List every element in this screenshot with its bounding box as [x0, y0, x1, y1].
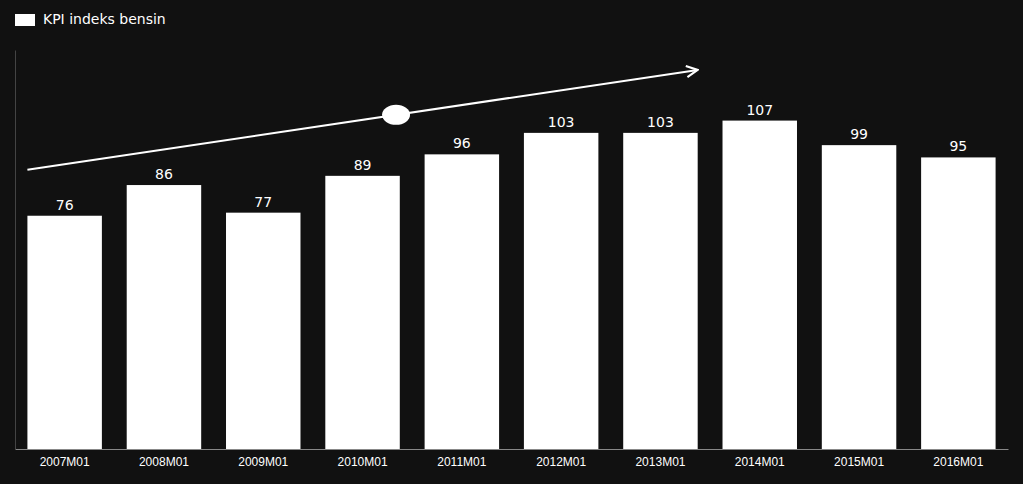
x-tick: 2008M01 — [139, 449, 189, 469]
chart: 2007M01 2008M01 2009M01 2010M01 2011M01 2012M… — [0, 0, 1023, 484]
bar — [127, 185, 201, 449]
data-label: 76 — [56, 197, 74, 213]
arrow-ellipse — [382, 105, 410, 125]
x-tick-label: 2008M01 — [139, 455, 189, 469]
x-tick: 2007M01 — [40, 449, 90, 469]
y-axis — [15, 51, 16, 450]
x-axis-line — [16, 449, 1009, 450]
bar — [524, 133, 598, 449]
bar — [822, 145, 896, 449]
x-tick-label: 2010M01 — [338, 455, 388, 469]
data-label: 96 — [453, 135, 471, 151]
background — [0, 0, 1023, 484]
x-tick-label: 2013M01 — [635, 455, 685, 469]
data-label: 89 — [354, 157, 372, 173]
x-tick: 2015M01 — [834, 449, 884, 469]
x-tick: 2016M01 — [933, 449, 983, 469]
x-tick-label: 2014M01 — [735, 455, 785, 469]
x-tick: 2012M01 — [536, 449, 586, 469]
legend-label: KPI indeks bensin — [43, 11, 166, 27]
bar — [921, 157, 995, 449]
data-label: 99 — [850, 126, 868, 142]
x-tick-label: 2007M01 — [40, 455, 90, 469]
arrow-line — [27, 70, 697, 170]
x-tick: 2010M01 — [338, 449, 388, 469]
data-label: 95 — [949, 138, 967, 154]
x-tick-label: 2011M01 — [437, 455, 486, 469]
x-tick: 2009M01 — [238, 449, 288, 469]
x-tick-label: 2009M01 — [238, 455, 288, 469]
data-label: 107 — [746, 102, 773, 118]
x-tick-label: 2012M01 — [536, 455, 586, 469]
data-label: 77 — [254, 194, 272, 210]
bar — [623, 133, 697, 449]
legend-swatch — [15, 14, 35, 26]
bar — [226, 213, 300, 449]
bar — [27, 216, 101, 449]
plot: 2007M01 2008M01 2009M01 2010M01 2011M01 2012M… — [16, 51, 1009, 469]
legend-item: KPI indeks bensin — [15, 11, 166, 27]
x-tick: 2013M01 — [635, 449, 685, 469]
x-axis: 2007M01 2008M01 2009M01 2010M01 2011M01 2012M… — [16, 449, 1009, 469]
x-tick: 2014M01 — [735, 449, 785, 469]
x-tick: 2011M01 — [437, 449, 486, 469]
data-label: 103 — [548, 114, 575, 130]
trend-arrow — [27, 70, 697, 170]
legend: KPI indeks bensin — [15, 11, 166, 27]
y-axis-line — [15, 51, 16, 450]
bars — [27, 121, 995, 449]
x-tick-label: 2016M01 — [933, 455, 983, 469]
data-label: 86 — [155, 166, 173, 182]
bar — [325, 176, 399, 449]
bar — [723, 121, 797, 449]
data-label: 103 — [647, 114, 674, 130]
x-tick-label: 2015M01 — [834, 455, 884, 469]
data-labels: 76 86 77 89 96 103 103 107 99 95 — [56, 102, 968, 213]
bar — [425, 154, 499, 449]
